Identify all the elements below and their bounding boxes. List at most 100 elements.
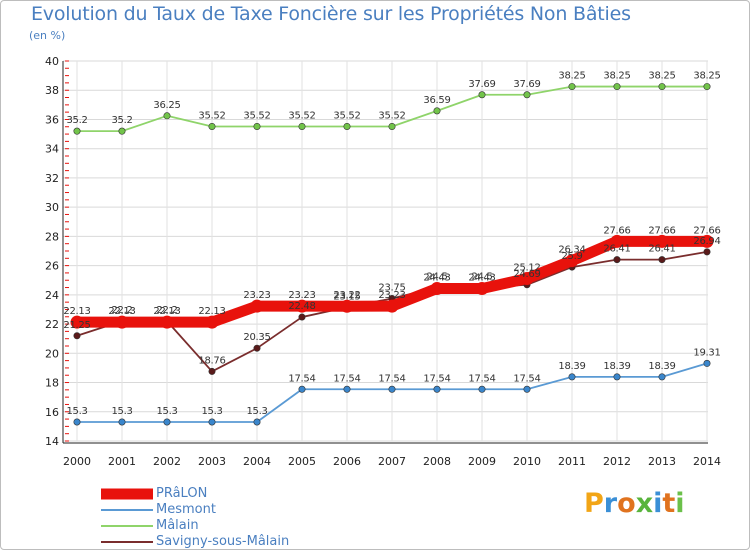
data-point — [253, 122, 261, 130]
x-tick-label: 2004 — [243, 455, 271, 468]
data-label: 18.39 — [648, 361, 675, 372]
data-point — [475, 282, 489, 296]
data-point — [433, 107, 441, 115]
x-tick-label: 2003 — [198, 455, 226, 468]
logo-letter: o — [617, 488, 636, 519]
data-label: 35.52 — [333, 110, 360, 121]
logo-letter: i — [653, 488, 663, 519]
data-label: 24.43 — [468, 273, 495, 284]
legend-swatch-savigny — [101, 541, 153, 543]
data-point — [523, 385, 531, 393]
data-label: 27.66 — [603, 225, 630, 236]
data-label: 22.13 — [63, 306, 90, 317]
data-label: 26.94 — [693, 236, 720, 247]
data-label: 18.76 — [198, 355, 225, 366]
x-tick-label: 2010 — [513, 455, 541, 468]
data-point — [655, 234, 669, 248]
data-point — [118, 127, 126, 135]
y-tick-label: 38 — [45, 84, 59, 97]
data-point — [208, 122, 216, 130]
data-label: 36.25 — [153, 100, 180, 111]
data-label: 17.54 — [378, 373, 405, 384]
data-label: 23.23 — [243, 290, 270, 301]
x-tick-label: 2013 — [648, 455, 676, 468]
data-label: 15.3 — [246, 406, 267, 417]
data-label-layer: 35.2 35.2 36.25 35.52 35.52 35.52 35.52 35.52 36… — [63, 71, 720, 417]
legend-label: Mâlain — [156, 518, 199, 533]
data-label: 18.39 — [558, 361, 585, 372]
data-point — [703, 248, 711, 256]
data-point — [703, 83, 711, 91]
data-point — [568, 373, 576, 381]
data-label: 15.3 — [156, 406, 177, 417]
x-tick-label: 2001 — [108, 455, 136, 468]
data-label: 38.25 — [603, 71, 630, 82]
unit-label: (en %) — [29, 29, 66, 42]
data-point — [295, 299, 309, 313]
data-label: 22.2 — [156, 305, 177, 316]
data-label: 25.12 — [513, 262, 540, 273]
data-label: 15.3 — [66, 406, 87, 417]
data-point — [388, 122, 396, 130]
x-tick-label: 2005 — [288, 455, 316, 468]
data-label: 15.3 — [111, 406, 132, 417]
data-label: 24.5 — [471, 272, 492, 283]
data-label: 24.43 — [423, 273, 450, 284]
logo-letter: t — [662, 488, 676, 519]
data-point — [208, 418, 216, 426]
logo-letter: x — [635, 488, 654, 519]
data-label: 15.3 — [201, 406, 222, 417]
legend-label: Mesmont — [156, 502, 216, 517]
data-label: 37.69 — [513, 79, 540, 90]
data-point — [205, 315, 219, 329]
x-tick-label: 2007 — [378, 455, 406, 468]
data-point — [118, 418, 126, 426]
x-tick-label: 2002 — [153, 455, 181, 468]
data-label: 35.52 — [198, 110, 225, 121]
data-point — [610, 234, 624, 248]
data-point — [478, 385, 486, 393]
data-point — [658, 373, 666, 381]
y-tick-label: 30 — [45, 201, 59, 214]
data-label: 17.54 — [468, 373, 495, 384]
data-point — [430, 282, 444, 296]
data-point — [340, 299, 354, 313]
data-point — [478, 91, 486, 99]
legend-swatch-malain — [101, 525, 153, 527]
data-point — [613, 373, 621, 381]
data-label: 37.69 — [468, 79, 495, 90]
y-tick-label: 20 — [45, 347, 59, 360]
y-tick-label: 26 — [45, 260, 59, 273]
data-label: 22.13 — [153, 306, 180, 317]
axis-layer: 14 16 18 20 22 24 26 28 30 32 34 36 38 40 2000 2001 2002… — [45, 55, 721, 468]
data-label: 35.52 — [243, 110, 270, 121]
x-tick-label: 2000 — [63, 455, 91, 468]
logo-letter: r — [603, 488, 618, 519]
data-point — [163, 112, 171, 120]
data-label: 22.13 — [108, 306, 135, 317]
data-point — [523, 91, 531, 99]
data-point — [160, 315, 174, 329]
data-label: 23.75 — [378, 283, 405, 294]
data-label: 35.52 — [378, 110, 405, 121]
data-point — [568, 83, 576, 91]
data-label: 17.54 — [513, 373, 540, 384]
data-point — [658, 83, 666, 91]
data-point — [298, 313, 306, 321]
data-point — [115, 315, 129, 329]
data-point — [298, 385, 306, 393]
data-label: 22.2 — [111, 305, 132, 316]
data-label: 23.15 — [333, 291, 360, 302]
y-tick-label: 22 — [45, 318, 59, 331]
data-label: 17.54 — [288, 373, 315, 384]
data-point — [703, 359, 711, 367]
logo-letter: P — [584, 488, 604, 519]
data-label: 23.23 — [288, 290, 315, 301]
x-tick-label: 2014 — [693, 455, 721, 468]
data-point — [388, 385, 396, 393]
data-point — [253, 418, 261, 426]
data-point — [250, 299, 264, 313]
data-point — [73, 418, 81, 426]
